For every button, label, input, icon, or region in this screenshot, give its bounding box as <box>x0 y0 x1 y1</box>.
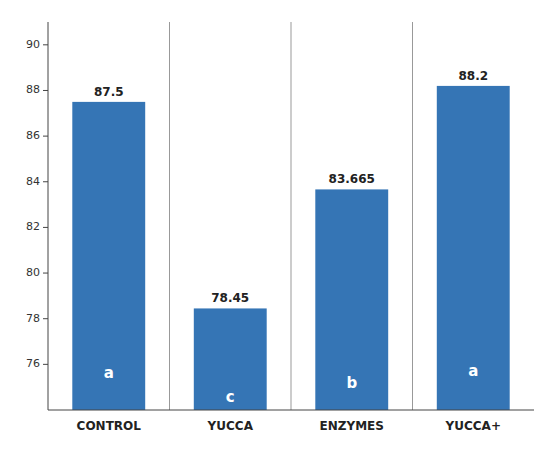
x-axis-line <box>48 410 534 411</box>
data-label: 83.665 <box>329 172 375 186</box>
y-tick <box>43 318 48 319</box>
group-separator <box>169 22 170 410</box>
data-label: 88.2 <box>458 69 488 83</box>
bar-letter: b <box>346 374 357 392</box>
y-tick <box>43 273 48 274</box>
y-axis-line <box>48 22 49 410</box>
y-tick <box>43 181 48 182</box>
y-tick <box>43 136 48 137</box>
x-tick-label: CONTROL <box>77 419 142 433</box>
y-tick-label: 82 <box>26 220 40 233</box>
group-separator <box>412 22 413 410</box>
chart-container: 76 78 80 82 84 86 88 90 a c b a 87.5 78.45 83.665 88.2 C… <box>0 0 550 450</box>
bar <box>72 102 145 410</box>
group-separator <box>291 22 292 410</box>
y-tick <box>43 44 48 45</box>
y-tick-label: 76 <box>26 357 40 370</box>
bar-letter: c <box>226 388 235 406</box>
y-tick-label: 80 <box>26 266 40 279</box>
y-tick-label: 90 <box>26 38 40 51</box>
x-tick-label: YUCCA+ <box>445 419 501 433</box>
y-tick <box>43 227 48 228</box>
x-tick-label: YUCCA <box>207 419 254 433</box>
bar-letter: a <box>468 362 478 380</box>
y-tick <box>43 90 48 91</box>
y-tick-label: 84 <box>26 175 40 188</box>
bar <box>437 86 510 410</box>
y-axis: 76 78 80 82 84 86 88 90 <box>26 38 48 371</box>
bar <box>315 189 388 410</box>
x-tick-label: ENZYMES <box>320 419 384 433</box>
bar <box>194 308 267 410</box>
chart: 76 78 80 82 84 86 88 90 a c b a 87.5 78.45 83.665 88.2 C… <box>0 0 550 450</box>
y-tick-label: 78 <box>26 312 40 325</box>
y-tick-label: 86 <box>26 129 40 142</box>
bar-letter: a <box>104 364 114 382</box>
data-label: 87.5 <box>94 85 124 99</box>
data-label: 78.45 <box>211 291 249 305</box>
y-tick <box>43 364 48 365</box>
bars <box>72 86 509 410</box>
y-tick-label: 88 <box>26 83 40 96</box>
